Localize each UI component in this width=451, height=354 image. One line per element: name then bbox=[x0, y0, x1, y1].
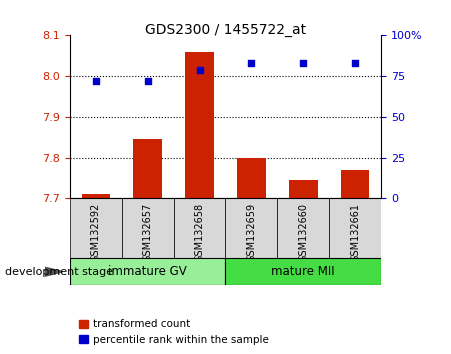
Point bbox=[248, 60, 255, 66]
Text: GDS2300 / 1455722_at: GDS2300 / 1455722_at bbox=[145, 23, 306, 37]
Text: mature MII: mature MII bbox=[272, 265, 335, 278]
Point bbox=[351, 60, 359, 66]
Text: GSM132592: GSM132592 bbox=[91, 203, 101, 262]
Text: GSM132660: GSM132660 bbox=[298, 203, 308, 262]
FancyBboxPatch shape bbox=[174, 198, 226, 258]
Bar bbox=[289, 180, 318, 198]
Polygon shape bbox=[45, 267, 63, 276]
Text: GSM132659: GSM132659 bbox=[246, 203, 257, 262]
FancyBboxPatch shape bbox=[277, 198, 329, 258]
FancyBboxPatch shape bbox=[122, 198, 174, 258]
FancyBboxPatch shape bbox=[329, 198, 381, 258]
FancyBboxPatch shape bbox=[226, 198, 277, 258]
Point bbox=[144, 78, 151, 84]
FancyBboxPatch shape bbox=[226, 258, 381, 285]
Bar bbox=[237, 158, 266, 198]
Bar bbox=[133, 139, 162, 198]
Text: immature GV: immature GV bbox=[108, 265, 187, 278]
Point bbox=[196, 67, 203, 73]
Text: GSM132657: GSM132657 bbox=[143, 203, 153, 262]
Point bbox=[92, 78, 99, 84]
FancyBboxPatch shape bbox=[70, 198, 122, 258]
Text: GSM132658: GSM132658 bbox=[194, 203, 205, 262]
Bar bbox=[82, 194, 110, 198]
Bar bbox=[341, 170, 369, 198]
Bar bbox=[185, 52, 214, 198]
Text: GSM132661: GSM132661 bbox=[350, 203, 360, 262]
FancyBboxPatch shape bbox=[70, 258, 226, 285]
Legend: transformed count, percentile rank within the sample: transformed count, percentile rank withi… bbox=[75, 315, 273, 349]
Text: development stage: development stage bbox=[5, 267, 113, 277]
Point bbox=[299, 60, 307, 66]
